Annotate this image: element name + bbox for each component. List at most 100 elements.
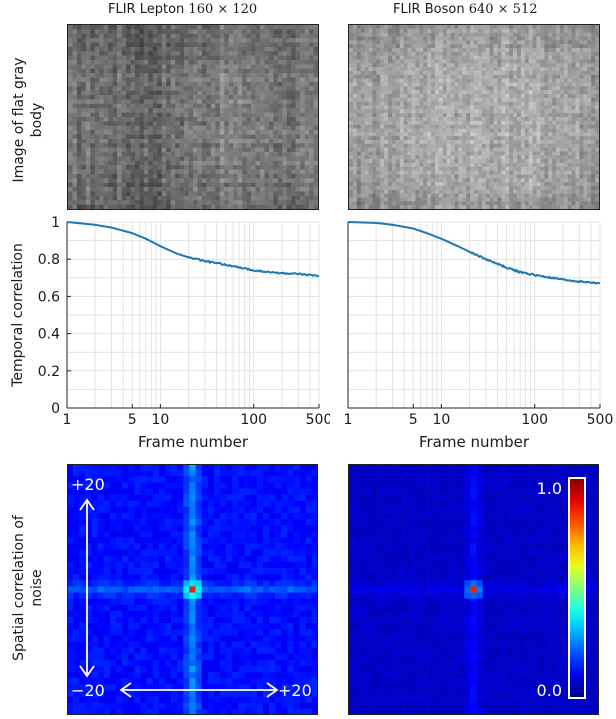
noise-pixel — [282, 187, 288, 192]
noise-pixel — [273, 73, 279, 78]
noise-pixel — [356, 117, 362, 122]
noise-pixel — [528, 82, 533, 87]
noise-pixel — [81, 182, 87, 188]
noise-pixel — [251, 117, 256, 122]
noise-pixel — [583, 25, 588, 30]
noise-pixel — [152, 51, 158, 56]
noise-pixel — [152, 182, 158, 188]
noise-pixel — [246, 25, 252, 30]
noise-pixel — [161, 138, 167, 144]
noise-pixel — [282, 165, 288, 170]
noise-pixel — [228, 99, 234, 105]
noise-pixel — [391, 55, 397, 60]
noise-pixel — [536, 113, 541, 118]
noise-pixel — [458, 136, 463, 141]
noise-pixel — [313, 130, 318, 135]
noise-pixel — [446, 25, 451, 30]
noise-pixel — [286, 68, 292, 74]
noise-pixel — [360, 44, 365, 49]
noise-pixel — [431, 132, 436, 137]
noise-pixel — [493, 40, 498, 45]
noise-pixel — [360, 97, 365, 102]
noise-pixel — [273, 143, 279, 148]
noise-pixel — [242, 29, 247, 35]
noise-pixel — [567, 178, 572, 183]
noise-pixel — [548, 82, 553, 87]
noise-pixel — [206, 143, 212, 148]
noise-pixel — [210, 25, 216, 30]
noise-pixel — [376, 90, 381, 95]
noise-pixel — [407, 71, 412, 76]
noise-pixel — [591, 105, 596, 110]
noise-pixel — [419, 28, 424, 33]
noise-pixel — [595, 132, 599, 137]
noise-pixel — [450, 94, 455, 99]
noise-pixel — [454, 55, 459, 60]
noise-pixel — [446, 90, 451, 95]
noise-pixel — [117, 86, 122, 92]
noise-pixel — [246, 38, 252, 43]
noise-pixel — [242, 187, 247, 192]
noise-pixel — [411, 155, 416, 160]
noise-pixel — [458, 166, 463, 171]
noise-pixel — [277, 187, 283, 192]
noise-pixel — [166, 103, 171, 109]
noise-pixel — [415, 151, 420, 156]
noise-pixel — [152, 68, 158, 74]
noise-pixel — [201, 134, 207, 140]
noise-pixel — [391, 178, 397, 183]
noise-pixel — [112, 77, 118, 83]
noise-pixel — [497, 105, 502, 110]
noise-pixel — [286, 73, 292, 78]
noise-pixel — [72, 112, 78, 118]
noise-pixel — [356, 163, 362, 168]
noise-pixel — [587, 51, 592, 56]
noise-pixel — [126, 90, 131, 96]
noise-pixel — [583, 166, 588, 171]
noise-pixel — [474, 86, 479, 91]
noise-pixel — [528, 74, 533, 79]
noise-pixel — [493, 132, 498, 137]
noise-pixel — [474, 44, 479, 49]
noise-pixel — [388, 90, 393, 95]
noise-pixel — [161, 147, 167, 153]
noise-pixel — [563, 124, 569, 129]
noise-pixel — [368, 143, 373, 148]
noise-pixel — [544, 63, 549, 68]
noise-pixel — [161, 64, 167, 70]
noise-pixel — [68, 29, 73, 35]
noise-pixel — [166, 90, 171, 96]
noise-pixel — [481, 140, 487, 145]
noise-pixel — [524, 59, 529, 64]
noise-pixel — [76, 204, 82, 209]
noise-pixel — [68, 152, 73, 157]
noise-pixel — [76, 95, 82, 100]
noise-pixel — [175, 60, 180, 65]
noise-pixel — [139, 143, 145, 148]
noise-pixel — [197, 60, 203, 65]
noise-pixel — [575, 147, 580, 152]
noise-pixel — [85, 117, 91, 122]
noise-pixel — [548, 147, 553, 152]
noise-pixel — [415, 67, 420, 72]
noise-pixel — [489, 124, 494, 129]
noise-pixel — [291, 125, 296, 131]
noise-pixel — [197, 42, 203, 48]
noise-pixel — [304, 169, 310, 175]
noise-pixel — [571, 36, 576, 41]
noise-pixel — [559, 105, 565, 110]
noise-pixel — [352, 101, 358, 106]
noise-pixel — [438, 36, 444, 41]
noise-pixel — [143, 42, 149, 48]
noise-pixel — [210, 29, 216, 35]
noise-pixel — [559, 97, 565, 102]
noise-pixel — [228, 169, 234, 175]
noise-pixel — [233, 121, 238, 127]
noise-pixel — [103, 143, 109, 148]
noise-pixel — [237, 125, 243, 131]
noise-pixel — [474, 178, 479, 183]
noise-pixel — [179, 51, 185, 56]
noise-pixel — [509, 32, 514, 37]
noise-pixel — [509, 155, 514, 160]
noise-pixel — [544, 48, 549, 53]
